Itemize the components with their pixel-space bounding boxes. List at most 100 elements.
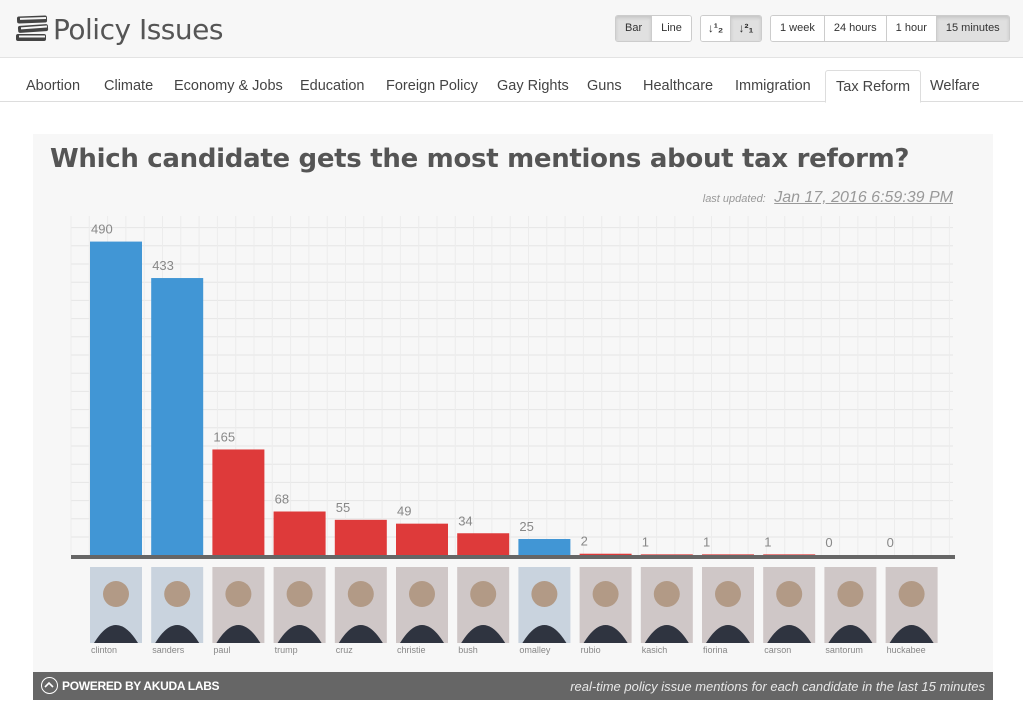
bar-chart: 490clinton433sanders165paul68trump55cruz…	[70, 216, 955, 655]
app-title: Policy Issues	[53, 13, 223, 46]
candidate-face	[592, 581, 619, 607]
candidate-name-label: clinton	[91, 645, 117, 655]
time-15-minutes-button[interactable]: 15 minutes	[936, 16, 1009, 41]
bar-omalley	[518, 539, 571, 555]
bar-value-label: 433	[152, 258, 174, 273]
candidate-name-label: kasich	[642, 645, 668, 655]
bar-value-label: 1	[764, 534, 771, 549]
issue-tabs: Abortion Climate Economy & Jobs Educatio…	[0, 70, 1023, 103]
chart-baseline	[71, 555, 955, 559]
bar-value-label: 34	[458, 513, 472, 528]
bar-value-label: 165	[213, 429, 235, 444]
bar-view-button[interactable]: Bar	[616, 16, 653, 41]
bar-value-label: 68	[275, 492, 289, 507]
candidate-name-label: santorum	[825, 645, 863, 655]
candidate-face	[898, 581, 925, 607]
candidate-name-label: paul	[213, 645, 230, 655]
candidate-suit	[277, 625, 322, 643]
candidate-suit	[583, 625, 628, 643]
tab-climate[interactable]: Climate	[104, 78, 154, 94]
sort-descending-button[interactable]: ↓²₁	[731, 16, 761, 41]
candidate-face	[286, 581, 313, 607]
candidate-suit	[706, 625, 750, 643]
time-1-week-button[interactable]: 1 week	[771, 16, 825, 41]
bar-value-label: 2	[581, 534, 588, 549]
candidate-suit	[828, 625, 873, 643]
time-24-hours-button[interactable]: 24 hours	[824, 16, 887, 41]
tab-healthcare[interactable]: Healthcare	[643, 78, 714, 94]
bar-value-label: 0	[825, 535, 832, 550]
last-updated: last updated: Jan 17, 2016 6:59:39 PM	[703, 189, 953, 207]
bar-rubio	[579, 553, 632, 555]
candidate-suit	[155, 625, 200, 643]
bar-value-label: 1	[642, 534, 649, 549]
candidate-name-label: trump	[275, 645, 298, 655]
sort-toggle: ↓¹₂ ↓²₁	[700, 15, 762, 42]
candidate-name-label: christie	[397, 645, 426, 655]
line-view-button[interactable]: Line	[652, 16, 691, 41]
candidate-face	[776, 581, 803, 607]
bar-cruz	[334, 519, 387, 555]
candidate-face	[347, 581, 374, 607]
chart-panel: 490 clinton 433 sanders 165 paul 68 trump 55 cruz…	[33, 134, 993, 700]
candidate-name-label: rubio	[581, 645, 601, 655]
candidate-face	[225, 581, 252, 607]
sort-ascending-button[interactable]: ↓¹₂	[701, 16, 731, 41]
candidate-suit	[400, 625, 444, 643]
time-range-toggle: 1 week 24 hours 1 hour 15 minutes	[770, 15, 1010, 42]
tab-guns[interactable]: Guns	[587, 78, 622, 94]
candidate-face	[103, 581, 129, 607]
candidate-name-label: bush	[458, 645, 478, 655]
bar-bush	[457, 533, 510, 555]
candidate-face	[715, 581, 741, 607]
bar-clinton	[90, 241, 142, 555]
candidate-face	[531, 581, 558, 607]
bar-trump	[273, 511, 326, 555]
bar-kasich	[640, 554, 693, 555]
candidate-name-label: sanders	[152, 645, 185, 655]
candidate-name-label: cruz	[336, 645, 354, 655]
footer-caption: real-time policy issue mentions for each…	[570, 679, 985, 694]
bar-value-label: 0	[887, 535, 894, 550]
bar-sanders	[151, 278, 204, 555]
chart-title: Which candidate gets the most mentions a…	[50, 144, 910, 174]
candidate-suit	[767, 625, 812, 643]
candidate-suit	[522, 625, 567, 643]
bar-value-label: 55	[336, 500, 350, 515]
candidate-suit	[216, 625, 261, 643]
bar-christie	[396, 523, 448, 555]
candidate-face	[470, 581, 497, 607]
candidate-face	[409, 581, 435, 607]
candidate-name-label: carson	[764, 645, 791, 655]
bar-value-label: 490	[91, 222, 113, 237]
bar-value-label: 49	[397, 504, 411, 519]
candidate-name-label: fiorina	[703, 645, 728, 655]
tab-foreign-policy[interactable]: Foreign Policy	[386, 78, 478, 94]
footer-bar: POWERED BY AKUDA LABS real-time policy i…	[33, 672, 993, 700]
bar-carson	[763, 554, 816, 555]
candidate-suit	[889, 625, 934, 643]
tab-welfare[interactable]: Welfare	[930, 78, 980, 94]
bar-fiorina	[702, 554, 754, 555]
tab-tax-reform[interactable]: Tax Reform	[825, 70, 922, 103]
time-1-hour-button[interactable]: 1 hour	[886, 16, 937, 41]
tab-abortion[interactable]: Abortion	[26, 78, 81, 94]
last-updated-timestamp[interactable]: Jan 17, 2016 6:59:39 PM	[774, 189, 953, 206]
candidate-suit	[94, 625, 138, 643]
bar-paul	[212, 449, 265, 555]
candidate-face	[653, 581, 680, 607]
candidate-suit	[461, 625, 506, 643]
candidate-face	[837, 581, 864, 607]
candidate-suit	[644, 625, 689, 643]
books-logo-icon	[16, 15, 49, 41]
tab-education[interactable]: Education	[300, 78, 365, 94]
bar-value-label: 1	[703, 534, 710, 549]
tab-gay-rights[interactable]: Gay Rights	[497, 78, 569, 94]
sort-ascending-icon: ↓¹₂	[707, 21, 724, 35]
candidate-name-label: omalley	[519, 645, 551, 655]
last-updated-label: last updated:	[702, 193, 766, 205]
powered-by-label[interactable]: POWERED BY AKUDA LABS	[62, 679, 220, 693]
tab-economy-jobs[interactable]: Economy & Jobs	[174, 78, 283, 94]
tab-immigration[interactable]: Immigration	[735, 78, 811, 94]
candidate-name-label: huckabee	[887, 645, 926, 655]
